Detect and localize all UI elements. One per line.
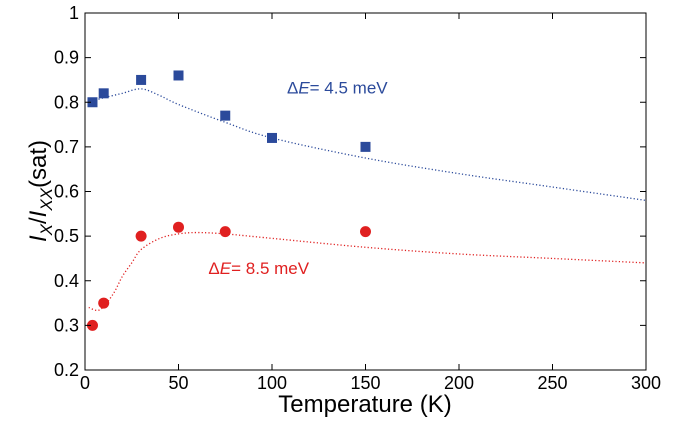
y-tick-label: 0.9 [54,48,79,68]
fit-curves [88,88,647,312]
delta-e-label-0: ΔE= 4.5 meV [287,78,388,97]
x-tick-label: 200 [444,373,474,393]
axes: 0 50 100 150 200 250 300 0.2 0.3 0.4 0.5 0.6 0.7 0.8 0… [54,3,661,393]
y-title-var: I [25,210,52,217]
fit-curve-1 [88,231,647,312]
y-tick-label: 0.2 [54,360,79,380]
circle-marker [173,221,184,233]
y-tick-label: 1 [69,3,79,23]
delta-e-label-1: ΔE= 8.5 meV [208,259,309,278]
y-tick-label: 0.4 [54,271,79,291]
y-title-unit: (sat) [25,140,52,188]
y-tick-label: 0.3 [54,315,79,335]
y-title-sub: X [37,223,56,236]
circle-marker [98,297,110,309]
square-marker [87,97,98,108]
x-tick-label: 150 [350,373,380,393]
y-axis-title: IX/IXX(sat) [25,140,56,242]
square-marker [98,88,109,99]
plot-frame [84,12,647,371]
circle-marker [86,319,98,331]
circle-marker [135,230,147,242]
circle-marker [360,226,371,238]
y-title-var: I [25,235,52,242]
y-tick-label: 0.6 [54,182,79,202]
y-tick-label: 0.8 [54,92,79,112]
x-tick-label: 300 [631,373,661,393]
square-marker [360,141,371,152]
square-marker [173,70,184,81]
annotations: ΔE= 4.5 meV ΔE= 8.5 meV [208,78,388,278]
fit-curve-0 [88,88,647,202]
square-marker [267,132,277,143]
y-tick-label: 0.7 [54,137,79,157]
circle-marker [219,226,231,238]
x-tick-label: 50 [168,373,188,393]
square-marker [220,110,231,121]
y-title-sub: XX [37,187,56,211]
x-tick-label: 100 [257,373,287,393]
x-tick-label: 250 [537,373,567,393]
x-tick-label: 0 [80,373,90,393]
y-title-slash: / [25,217,52,224]
y-tick-label: 0.5 [54,226,79,246]
x-axis-title: Temperature (K) [278,391,451,418]
data-markers [86,70,371,331]
square-marker [136,74,147,85]
